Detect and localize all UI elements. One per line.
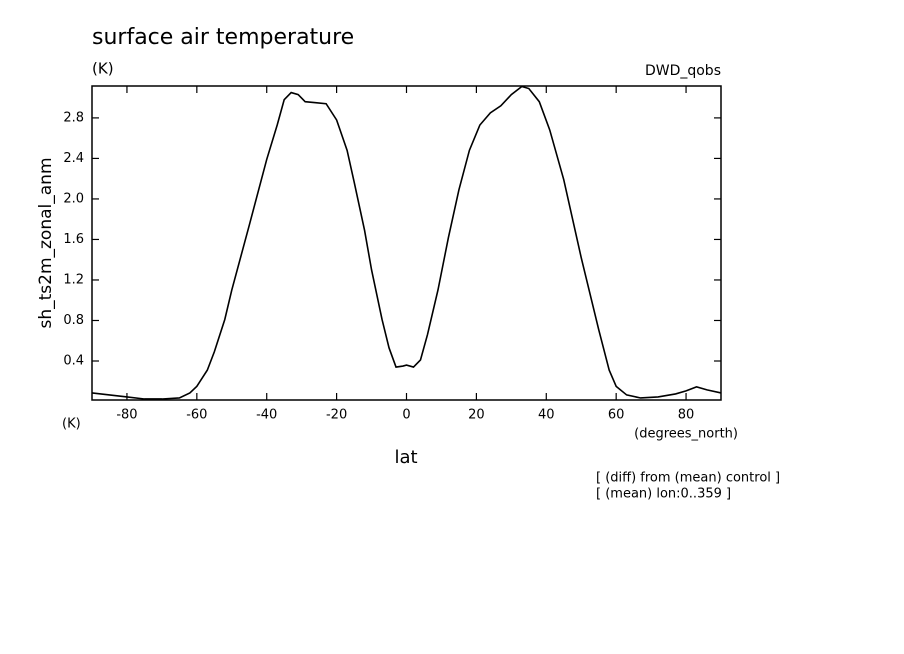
x-tick-label: 40 [538,408,555,423]
y-tick-label: 0.8 [63,313,84,328]
dataset-label: DWD_qobs [645,63,721,79]
y-axis-label: sh_ts2m_zonal_anm [36,157,56,328]
y-tick-label: 2.0 [63,191,84,206]
subtitle: (K) [92,60,114,78]
y-tick-label: 1.6 [63,232,84,247]
x-axis-label: lat [394,447,417,468]
y-units: (K) [62,417,81,432]
data-line [91,85,722,400]
x-tick-label: -80 [116,408,137,423]
y-tick-label: 2.4 [63,151,84,166]
y-tick-label: 0.4 [63,354,84,369]
x-tick-label: -20 [326,408,347,423]
x-tick-label: 80 [678,408,695,423]
x-tick-label: 60 [608,408,625,423]
y-tick-label: 2.8 [63,110,84,125]
x-tick-label: -60 [186,408,207,423]
chart-title: surface air temperature [92,25,354,50]
plot-frame [91,85,722,401]
x-tick-label: -40 [256,408,277,423]
x-tick-label: 20 [468,408,485,423]
note: [ (diff) from (mean) control ] [596,471,780,486]
note: [ (mean) lon:0..359 ] [596,487,731,502]
x-units: (degrees_north) [634,427,738,442]
y-tick-label: 1.2 [63,272,84,287]
x-tick-label: 0 [402,408,410,423]
